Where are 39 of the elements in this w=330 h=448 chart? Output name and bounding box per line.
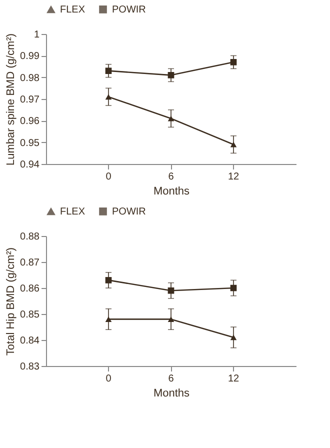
y-tick-label: 0.88 [20,232,40,242]
y-tick-label: 0.98 [20,72,40,84]
x-tick-label: 6 [168,172,174,182]
point [230,142,237,148]
legend-label: POWIR [112,206,146,218]
point [230,59,237,66]
y-tick-label: 0.87 [20,258,40,268]
x-axis-title: Months [153,186,190,198]
x-tick-label: 6 [168,374,174,384]
x-tick-label: 0 [106,374,112,384]
point [105,68,112,74]
y-tick-label: 0.86 [20,284,40,294]
y-tick-label: 0.95 [20,138,40,149]
x-axis-title: Months [153,388,190,400]
x-tick-label: 12 [228,172,240,182]
y-tick-label: 0.97 [20,94,40,106]
y-tick-label: 0.83 [20,362,40,372]
y-axis-title: Total Hip BMD (g/cm²) [5,247,18,356]
y-tick-label: 1 [34,30,40,40]
y-tick-label: 0.96 [20,116,40,128]
y-tick-label: 0.84 [20,336,40,346]
x-tick-label: 12 [228,374,240,384]
y-axis-title: Lumbar spine BMD (g/cm²) [5,33,18,166]
y-tick-label: 0.94 [20,160,40,170]
legend-label: FLEX [60,206,86,218]
point [105,94,112,100]
point [105,316,112,322]
legend-label: FLEX [60,4,86,16]
point [168,287,174,294]
point [168,316,174,322]
point [230,334,237,340]
legend-label: POWIR [112,4,146,16]
y-tick-label: 0.99 [20,51,40,62]
point [168,72,174,78]
point [105,277,112,284]
x-tick-label: 0 [106,172,112,182]
point [230,284,237,292]
point [168,116,174,122]
y-tick-label: 0.85 [20,310,40,320]
